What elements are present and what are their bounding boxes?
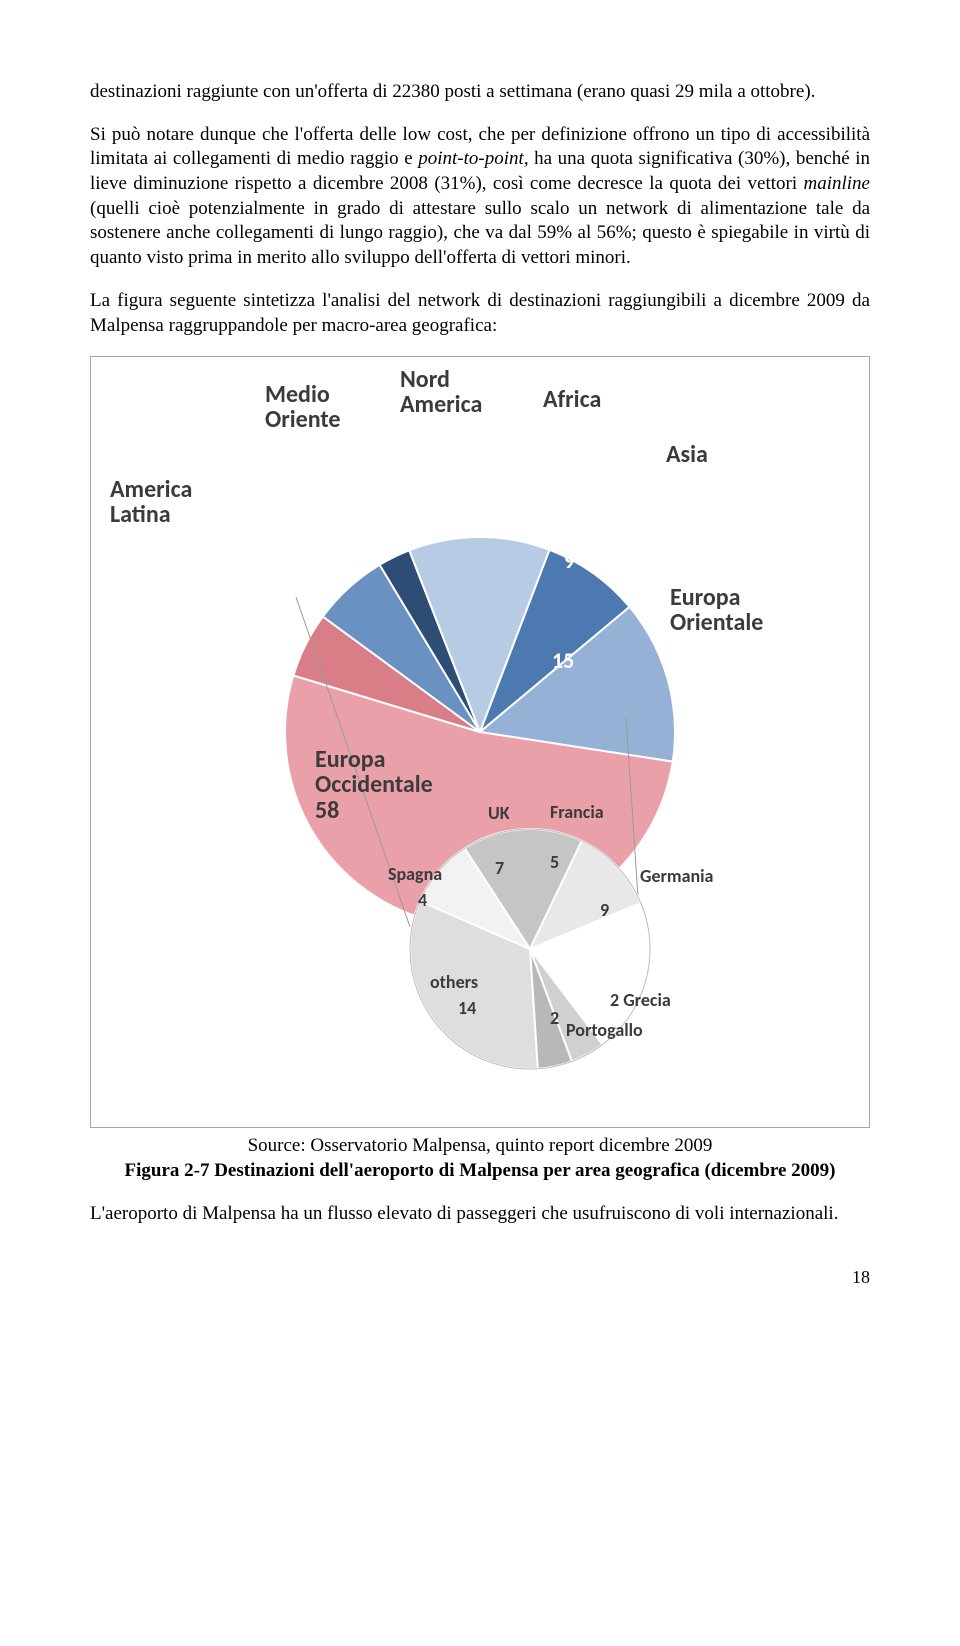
sub-slice-value: 2 xyxy=(550,1007,559,1030)
sub-slice-value: 7 xyxy=(495,857,504,880)
sub-slice-label: 2 Grecia xyxy=(610,991,671,1010)
sub-pie xyxy=(110,367,850,1097)
main-slice-label: NordAmerica xyxy=(400,367,482,417)
sub-slice-value: 5 xyxy=(550,851,559,874)
page-number: 18 xyxy=(90,1266,870,1289)
sub-slice-label: Francia xyxy=(550,803,604,822)
closing-paragraph: L'aeroporto di Malpensa ha un flusso ele… xyxy=(90,1202,870,1227)
main-slice-label: EuropaOrientale xyxy=(670,585,763,635)
main-slice-value: 13 xyxy=(520,487,542,516)
paragraph-2: Si può notare dunque che l'offerta delle… xyxy=(90,123,870,271)
sub-slice-value: 14 xyxy=(458,997,476,1020)
main-slice-value: 6 xyxy=(312,563,323,592)
chart-caption: Figura 2-7 Destinazioni dell'aeroporto d… xyxy=(90,1159,870,1184)
sub-slice-value: 9 xyxy=(600,899,609,922)
main-slice-label: AmericaLatina xyxy=(110,477,192,527)
chart-container: NordAmerica 3 Africa 13 Asia 9 EuropaOrientale… xyxy=(90,356,870,1128)
chart-source: Source: Osservatorio Malpensa, quinto re… xyxy=(90,1134,870,1159)
sub-slice-label: others xyxy=(430,973,478,992)
main-slice-label: Asia xyxy=(666,442,708,467)
paragraph-1: destinazioni raggiunte con un'offerta di… xyxy=(90,80,870,105)
main-slice-label: Africa xyxy=(543,387,601,412)
main-slice-value: 3 xyxy=(446,465,457,494)
sub-slice-label: Portogallo xyxy=(566,1021,643,1040)
main-slice-label: MedioOriente xyxy=(265,382,341,432)
sub-slice-value: 4 xyxy=(418,889,427,912)
main-slice-label: EuropaOccidentale58 xyxy=(315,747,433,823)
p2-italic-1: point-to-point xyxy=(418,148,524,169)
chart-canvas: NordAmerica 3 Africa 13 Asia 9 EuropaOrientale… xyxy=(110,367,850,1097)
main-slice-value: 15 xyxy=(552,647,574,676)
p2-run-c: (quelli cioè potenzialmente in grado di … xyxy=(90,198,870,268)
main-slice-value: 9 xyxy=(564,547,575,576)
main-slice-value: 7 xyxy=(395,467,406,496)
sub-slice-label: Germania xyxy=(640,867,713,886)
sub-slice-label: Spagna xyxy=(388,865,442,884)
p2-italic-2: mainline xyxy=(804,173,871,194)
sub-slice-label: UK xyxy=(488,804,510,823)
paragraph-3: La figura seguente sintetizza l'analisi … xyxy=(90,289,870,338)
